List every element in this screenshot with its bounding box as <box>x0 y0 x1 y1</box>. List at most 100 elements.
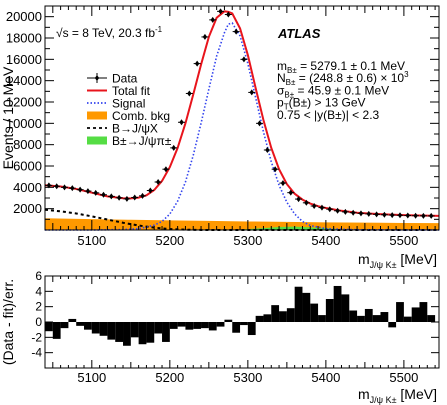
data-point <box>358 210 364 217</box>
residual-bar <box>396 302 404 322</box>
residual-bar <box>162 322 170 342</box>
residual-x-tick-label: 5300 <box>233 370 262 385</box>
residual-bar <box>271 305 280 322</box>
data-point <box>155 179 161 185</box>
main-x-axis-label-sub: J/ψ K± <box>370 260 397 270</box>
residual-bar <box>216 322 225 327</box>
data-point <box>194 60 200 67</box>
data-point <box>54 183 59 190</box>
main-x-axis-label-text: m <box>358 251 370 267</box>
data-point <box>382 211 387 218</box>
residual-x-axis-label: mJ/ψ K± [MeV] <box>358 386 437 405</box>
residual-y-tick-label: 6 <box>35 269 42 283</box>
fit-info-sup: 3 <box>404 70 409 79</box>
data-point <box>319 204 325 211</box>
data-point <box>85 188 91 195</box>
residual-bar <box>325 299 334 322</box>
fit-info-sub: T <box>284 103 289 112</box>
data-point <box>296 196 301 203</box>
data-point <box>327 206 332 213</box>
fit-info-line: σB± = 45.9 ± 0.1 MeV <box>277 83 389 99</box>
residual-bar <box>208 322 217 331</box>
data-point <box>343 208 348 215</box>
main-x-tick-label: 5200 <box>155 233 184 248</box>
residual-bar <box>84 322 92 330</box>
residual-bar <box>201 322 209 329</box>
residual-bar <box>138 322 147 345</box>
main-y-axis-label: Events / 10 MeV <box>0 66 16 169</box>
main-y-tick-label: 14000 <box>6 73 42 88</box>
residual-x-axis-label-sub: J/ψ K± <box>370 395 397 405</box>
data-point <box>116 194 122 201</box>
main-plot-panel: 2000 4000 6000 8000 10000 12000 14000 16000 1800… <box>0 5 440 270</box>
data-point <box>109 193 114 200</box>
main-y-tick-label: 4000 <box>13 180 42 195</box>
residual-bar <box>130 322 139 338</box>
residual-x-tick-label: 5200 <box>155 370 184 385</box>
main-x-tick-label: 5300 <box>233 233 262 248</box>
data-point <box>210 16 215 23</box>
data-point <box>257 120 262 127</box>
data-point <box>218 8 223 15</box>
data-point <box>93 189 98 196</box>
data-point <box>389 212 395 219</box>
data-point <box>226 11 231 18</box>
legend-data-marker <box>94 75 100 81</box>
main-y-tick-label: 16000 <box>6 52 42 67</box>
legend-label: Signal <box>112 97 145 111</box>
legend-label: B→J/ψX <box>112 122 158 136</box>
data-point <box>311 203 317 209</box>
fit-info-rest: = (248.8 ± 0.6) × 10 <box>295 71 404 85</box>
data-point <box>132 194 137 201</box>
main-x-tick-label: 5400 <box>311 233 340 248</box>
residual-bar <box>310 303 319 322</box>
data-point <box>46 182 52 189</box>
residual-bar <box>419 302 428 322</box>
residual-bar <box>107 322 116 340</box>
energy-label: √s = 8 TeV, 20.3 fb-1 <box>56 25 163 40</box>
residual-bar <box>372 315 381 322</box>
data-point <box>397 212 403 219</box>
data-point <box>233 28 239 35</box>
data-point <box>70 185 75 192</box>
data-point <box>272 166 278 173</box>
data-point <box>413 212 418 219</box>
data-point <box>77 186 83 193</box>
residual-x-tick-label: 5100 <box>77 370 106 385</box>
fit-info-main: m <box>277 59 287 73</box>
residual-bar <box>302 292 311 322</box>
fit-info-rest: (B±) > 13 GeV <box>289 96 366 110</box>
fit-info-rest: = 45.9 ± 0.1 MeV <box>294 83 389 97</box>
main-x-tick-label: 5500 <box>389 233 418 248</box>
data-point <box>335 207 340 214</box>
data-point <box>288 189 293 196</box>
residual-x-tick-label: 5500 <box>389 370 418 385</box>
residual-bar <box>45 322 53 332</box>
main-plot-frame <box>44 5 440 231</box>
residual-bar <box>247 322 256 336</box>
fit-info-main: N <box>277 71 286 85</box>
residual-bar <box>341 294 350 322</box>
main-y-tick-label: 20000 <box>6 9 42 24</box>
fit-info-line: NB± = (248.8 ± 0.6) × 103 <box>277 70 409 87</box>
data-point <box>241 56 247 63</box>
main-y-tick-label: 12000 <box>6 95 42 110</box>
residual-bar <box>364 308 373 322</box>
data-point <box>62 184 67 191</box>
residual-bar <box>279 311 287 322</box>
residual-bar <box>286 308 295 322</box>
legend-label: Comb. bkg <box>112 109 170 123</box>
main-y-tick-label: 10000 <box>6 116 42 131</box>
residual-bar <box>294 286 303 322</box>
legend-label: Total fit <box>112 84 151 98</box>
main-x-axis-label: mJ/ψ K± [MeV] <box>358 251 437 270</box>
residual-y-tick-label: 4 <box>35 284 42 298</box>
data-point <box>421 212 426 219</box>
residual-bar <box>403 316 412 322</box>
fit-info-main: 0.75 < |y(B±)| < 2.3 <box>277 108 380 122</box>
residual-bar <box>52 322 61 339</box>
data-point <box>202 33 208 40</box>
fit-info-line: 0.75 < |y(B±)| < 2.3 <box>277 108 380 122</box>
